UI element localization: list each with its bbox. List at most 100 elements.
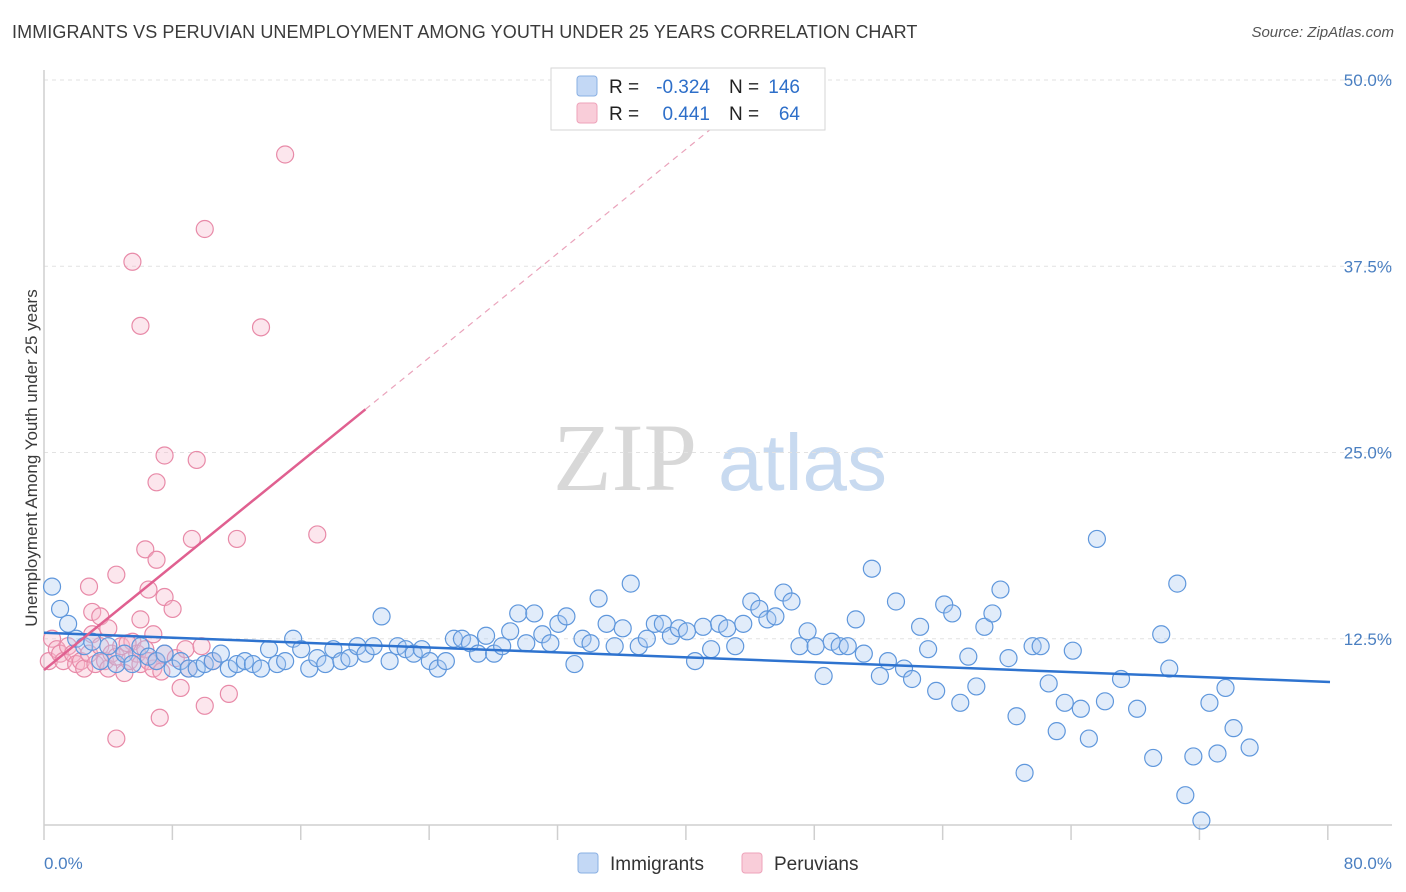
immigrants-point-142 xyxy=(1208,744,1227,763)
peruvians-point-54 xyxy=(227,529,246,549)
immigrants-point-59 xyxy=(517,634,536,653)
peruvians-point-31 xyxy=(79,577,99,596)
trend-lines xyxy=(43,115,1331,684)
peruvians-point-40 xyxy=(163,599,182,619)
x-axis-ticks xyxy=(43,825,1329,840)
legend-bottom-label-immigrants: Immigrants xyxy=(610,854,704,875)
immigrants-point-120 xyxy=(1007,707,1026,726)
legend-r-value-0: -0.324 xyxy=(656,77,710,98)
immigrants-point-96 xyxy=(814,666,833,686)
peruvians-point-49 xyxy=(155,446,174,465)
immigrants-point-82 xyxy=(702,640,721,659)
immigrants-point-53 xyxy=(468,644,488,663)
legend-n-value-1: 64 xyxy=(779,104,801,125)
legend-bottom-label-peruvians: Peruvians xyxy=(774,854,859,875)
immigrants-point-107 xyxy=(902,669,922,689)
immigrants-point-90 xyxy=(766,607,785,626)
x-tick-label-min: 0.0% xyxy=(44,854,83,873)
immigrants-point-56 xyxy=(493,637,512,656)
immigrants-point-67 xyxy=(581,634,600,653)
peruvians-point-48 xyxy=(147,473,166,492)
immigrants-point-99 xyxy=(838,637,857,656)
immigrants-point-133 xyxy=(1127,699,1147,718)
immigrants-point-117 xyxy=(983,604,1002,623)
immigrants-point-54 xyxy=(476,626,496,645)
immigrants-point-130 xyxy=(1087,529,1107,549)
peruvians-point-50 xyxy=(187,450,206,470)
y-tick-label-0: 12.5% xyxy=(1344,630,1392,649)
legend-n-label-1: N = xyxy=(729,104,759,125)
y-tick-label-3: 50.0% xyxy=(1344,71,1392,90)
trend-peruvians-extension xyxy=(365,115,728,410)
immigrants-point-103 xyxy=(870,666,890,686)
immigrants-point-0 xyxy=(42,577,62,596)
peruvians-point-60 xyxy=(144,625,163,644)
immigrants-point-123 xyxy=(1031,637,1050,656)
immigrants-point-71 xyxy=(613,619,632,638)
immigrants-point-29 xyxy=(276,651,295,671)
immigrants-point-139 xyxy=(1184,747,1203,766)
immigrants-point-143 xyxy=(1216,678,1235,698)
peruvians-point-33 xyxy=(107,729,126,748)
peruvians-point-58 xyxy=(99,619,118,638)
peruvians-point-52 xyxy=(195,219,214,239)
peruvians-point-55 xyxy=(251,318,271,337)
immigrants-point-69 xyxy=(597,614,616,633)
peruvians-point-45 xyxy=(182,529,201,549)
y-tick-labels: 12.5% 25.0% 37.5% 50.0% xyxy=(1344,71,1392,649)
immigrants-point-86 xyxy=(734,614,753,633)
peruvians-point-41 xyxy=(150,708,169,727)
immigrants-point-131 xyxy=(1095,692,1115,711)
immigrants-point-57 xyxy=(501,622,520,641)
peruvians-point-43 xyxy=(171,678,190,698)
peruvians-point-47 xyxy=(131,316,150,335)
immigrants-point-27 xyxy=(259,640,279,659)
peruvians-point-53 xyxy=(219,684,238,703)
immigrants-point-70 xyxy=(605,637,624,656)
immigrants-point-128 xyxy=(1071,699,1090,718)
immigrants-point-6 xyxy=(91,651,110,671)
immigrants-point-102 xyxy=(862,559,881,578)
immigrants-point-84 xyxy=(718,619,737,638)
y-tick-label-2: 37.5% xyxy=(1344,257,1392,276)
immigrants-point-79 xyxy=(677,622,697,641)
immigrants-point-144 xyxy=(1224,719,1243,738)
peruvians-point-51 xyxy=(195,696,214,715)
legend-r-value-1: 0.441 xyxy=(662,104,710,125)
immigrants-point-68 xyxy=(589,589,608,608)
trend-peruvians xyxy=(43,408,367,672)
legend-n-label-0: N = xyxy=(729,77,759,98)
immigrants-point-93 xyxy=(790,637,809,656)
immigrants-point-92 xyxy=(782,592,801,611)
immigrants-point-104 xyxy=(878,651,898,671)
immigrants-point-129 xyxy=(1079,729,1098,748)
grid xyxy=(44,79,1392,640)
immigrants-point-58 xyxy=(509,604,528,623)
immigrants-point-145 xyxy=(1240,738,1259,757)
peruvians-point-46 xyxy=(123,252,142,271)
immigrants-point-2 xyxy=(59,614,78,633)
immigrants-point-137 xyxy=(1168,574,1187,593)
immigrants-point-101 xyxy=(854,644,873,663)
source-label: Source: ZipAtlas.com xyxy=(1251,24,1394,41)
immigrants-point-134 xyxy=(1144,748,1163,768)
immigrants-point-108 xyxy=(910,617,930,636)
x-tick-label-max: 80.0% xyxy=(1344,854,1392,873)
immigrants-point-65 xyxy=(565,654,584,674)
watermark: ZIP atlas xyxy=(553,404,887,511)
immigrants-point-1 xyxy=(50,599,70,619)
immigrants-point-62 xyxy=(541,634,560,653)
immigrants-point-109 xyxy=(919,640,938,659)
peruvians-point-35 xyxy=(131,610,150,629)
immigrants-point-85 xyxy=(726,637,745,656)
peruvians-point-37 xyxy=(139,580,158,599)
peruvians-point-34 xyxy=(107,565,126,584)
immigrants-point-124 xyxy=(1039,674,1058,693)
legend-bottom-swatch-peruvians xyxy=(741,852,763,874)
immigrants-point-7 xyxy=(99,637,118,656)
immigrants-point-113 xyxy=(951,693,970,712)
watermark-zip: ZIP xyxy=(553,404,697,511)
immigrants-point-116 xyxy=(975,617,994,636)
immigrants-point-41 xyxy=(372,607,391,626)
peruvians-point-36 xyxy=(136,540,155,559)
